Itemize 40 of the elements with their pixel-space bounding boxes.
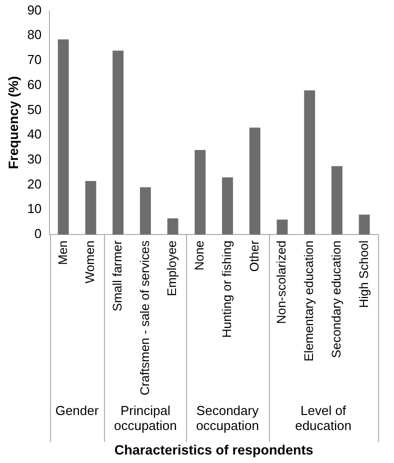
y-tick-label: 30 [27,152,42,167]
bar [140,187,151,234]
x-tick-label: Employee [165,240,180,296]
text: Level of education [295,403,352,434]
x-tick-label: Non-scolarized [274,240,289,324]
y-tick-label: 50 [27,102,42,117]
y-tick-label: 60 [27,76,42,92]
y-tick-label: 70 [27,52,42,68]
y-tick-label: 90 [27,2,42,18]
x-tick-label: Secondary education [329,240,344,358]
x-tick-label: Elementary education [302,240,316,362]
x-tick-label: Women [83,240,98,284]
bar [194,150,206,234]
x-tick-label: Craftsmen - sale of services [138,240,152,396]
text: Gender [55,403,100,418]
bar [331,166,342,234]
y-tick-label: 20 [27,176,42,192]
bar [304,90,316,234]
bar [358,214,370,234]
text: Principal occupation [114,403,177,434]
bar [222,177,233,234]
y-tick-label: 0 [34,226,42,242]
y-axis-title: Frequency (%) [6,76,21,170]
bar [249,128,260,234]
bar [58,39,69,234]
x-tick-label: Men [56,240,70,265]
text: Secondary occupation [196,403,260,434]
y-tick-label: 80 [27,27,42,42]
x-axis-title: Characteristics of respondents [114,442,314,458]
bar [276,220,288,234]
y-tick-label: 40 [27,126,42,142]
y-tick-label: 10 [27,201,42,216]
x-tick-label: Hunting or fishing [220,240,234,338]
x-tick-label: Small farmer [110,240,125,312]
x-tick-label: High School [356,240,371,308]
bar [85,181,96,234]
x-tick-label: Other [247,240,262,272]
x-tick-label: None [192,240,207,270]
bar [167,218,178,234]
bar [112,50,124,234]
